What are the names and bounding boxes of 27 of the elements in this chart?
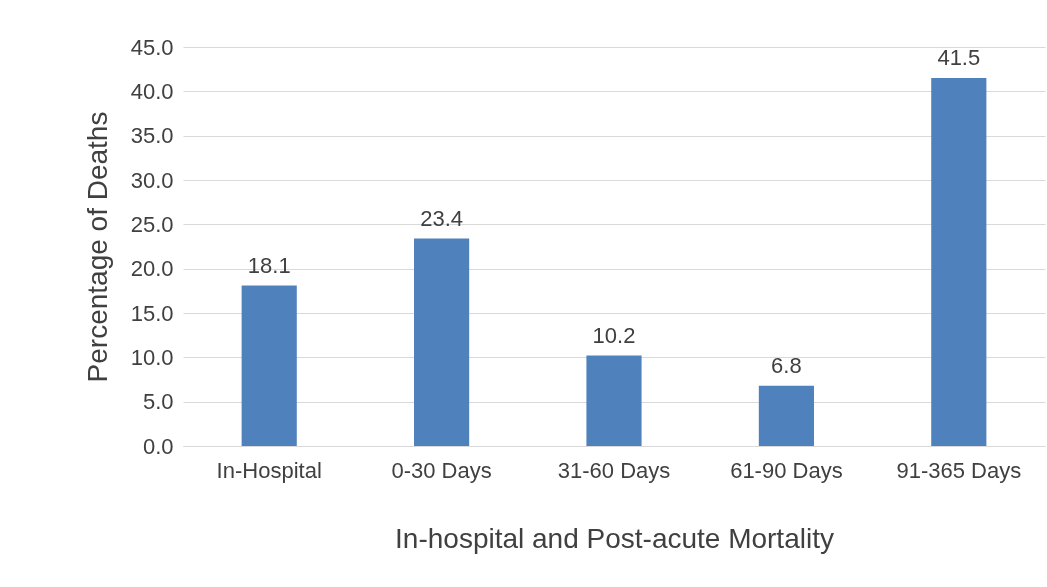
x-tick-label: 31-60 Days: [557, 457, 671, 483]
data-label: 23.4: [420, 205, 464, 231]
bar: [931, 78, 987, 446]
y-tick-label: 15.0: [130, 300, 174, 326]
y-tick-label: 40.0: [130, 78, 174, 104]
y-tick-label: 0.0: [142, 433, 174, 459]
y-tick-label: 10.0: [130, 344, 174, 370]
data-label: 18.1: [247, 252, 291, 278]
y-tick-label: 5.0: [142, 389, 174, 415]
x-tick-label: 0-30 Days: [391, 457, 492, 483]
bar: [241, 285, 297, 446]
x-tick-label: In-Hospital: [216, 457, 322, 483]
data-label: 6.8: [771, 352, 802, 378]
data-label: 41.5: [937, 45, 981, 71]
data-label: 10.2: [592, 322, 636, 348]
y-tick-label: 45.0: [130, 34, 174, 60]
bar: [758, 385, 814, 446]
y-tick-label: 25.0: [130, 211, 174, 237]
x-tick-label: 91-365 Days: [896, 457, 1022, 483]
bar: [414, 238, 470, 446]
x-tick-label: 61-90 Days: [730, 457, 843, 483]
y-axis-title: Percentage of Deaths: [81, 111, 113, 383]
x-axis-title: In-hospital and Post-acute Mortality: [395, 522, 834, 554]
bar: [586, 355, 642, 446]
y-tick-label: 30.0: [130, 167, 174, 193]
y-tick-label: 20.0: [130, 256, 174, 282]
y-tick-label: 35.0: [130, 123, 174, 149]
